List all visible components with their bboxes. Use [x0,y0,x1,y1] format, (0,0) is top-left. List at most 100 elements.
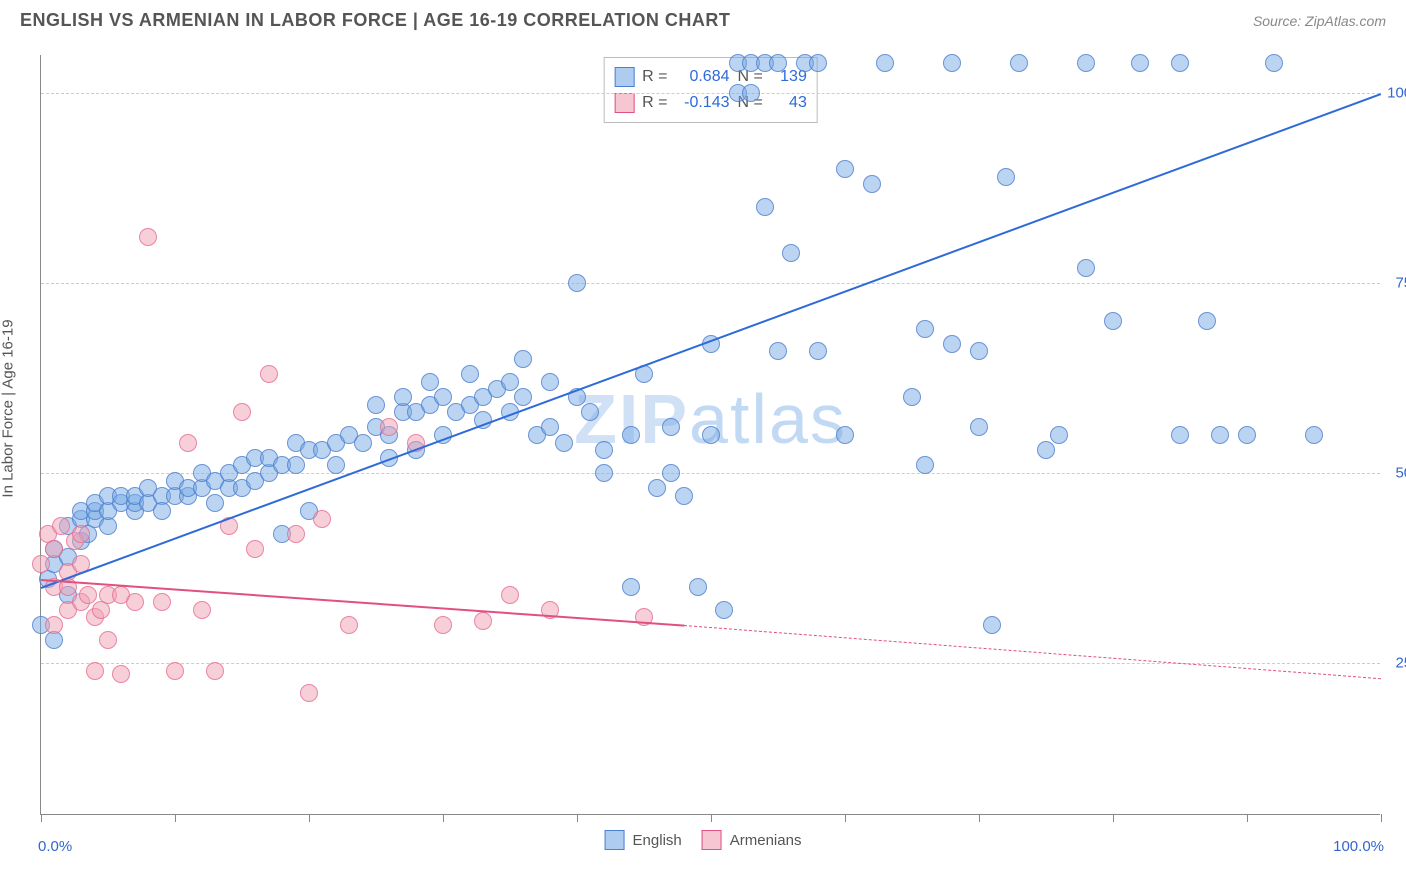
x-tick [1381,814,1382,822]
gridline [41,283,1380,284]
data-point-english [983,616,1001,634]
data-point-english [876,54,894,72]
data-point-english [421,373,439,391]
x-axis-max-label: 100.0% [1333,838,1384,855]
data-point-english [153,502,171,520]
data-point-armenians [434,616,452,634]
data-point-armenians [233,403,251,421]
legend-item-english: English [605,830,682,850]
chart-source: Source: ZipAtlas.com [1253,13,1386,29]
r-label: R = [642,64,667,90]
data-point-english [354,434,372,452]
data-point-armenians [112,665,130,683]
data-point-english [287,456,305,474]
legend-label-english: English [633,832,682,849]
data-point-armenians [72,525,90,543]
x-tick [1113,814,1114,822]
data-point-english [742,84,760,102]
data-point-english [1037,441,1055,459]
data-point-english [327,456,345,474]
data-point-armenians [45,616,63,634]
data-point-english [715,601,733,619]
legend-item-armenians: Armenians [702,830,802,850]
data-point-english [970,418,988,436]
y-tick-label: 25.0% [1395,655,1406,672]
x-tick [845,814,846,822]
data-point-armenians [99,631,117,649]
data-point-armenians [179,434,197,452]
data-point-english [1077,259,1095,277]
data-point-english [756,198,774,216]
data-point-armenians [52,517,70,535]
data-point-armenians [193,601,211,619]
data-point-armenians [300,684,318,702]
data-point-armenians [79,586,97,604]
data-point-english [1198,312,1216,330]
data-point-english [689,578,707,596]
r-value-english: 0.684 [676,64,730,90]
data-point-english [1238,426,1256,444]
data-point-english [568,274,586,292]
data-point-english [1211,426,1229,444]
chart-plot-area: ZIPatlas R = 0.684 N = 139 R = -0.143 N … [40,55,1380,815]
data-point-armenians [45,540,63,558]
data-point-english [1171,54,1189,72]
y-axis-label: In Labor Force | Age 16-19 [0,319,17,497]
data-point-armenians [139,228,157,246]
data-point-english [595,464,613,482]
data-point-english [903,388,921,406]
x-axis-min-label: 0.0% [38,838,72,855]
data-point-armenians [313,510,331,528]
data-point-english [916,456,934,474]
data-point-english [769,342,787,360]
trend-line [41,93,1382,589]
data-point-english [943,54,961,72]
data-point-english [206,494,224,512]
x-tick [1247,814,1248,822]
data-point-english [394,388,412,406]
data-point-english [622,578,640,596]
data-point-english [555,434,573,452]
data-point-english [1131,54,1149,72]
legend-label-armenians: Armenians [730,832,802,849]
data-point-armenians [32,555,50,573]
data-point-english [836,160,854,178]
data-point-english [367,396,385,414]
data-point-english [1010,54,1028,72]
swatch-armenians-icon [614,93,634,113]
data-point-armenians [380,418,398,436]
data-point-english [1077,54,1095,72]
data-point-armenians [86,662,104,680]
watermark: ZIPatlas [574,379,847,459]
x-tick [711,814,712,822]
data-point-english [997,168,1015,186]
data-point-armenians [260,365,278,383]
data-point-english [782,244,800,262]
data-point-armenians [206,662,224,680]
data-point-english [836,426,854,444]
chart-title: ENGLISH VS ARMENIAN IN LABOR FORCE | AGE… [20,10,730,31]
data-point-english [769,54,787,72]
x-tick [175,814,176,822]
y-tick-label: 100.0% [1387,85,1406,102]
y-tick-label: 75.0% [1395,275,1406,292]
data-point-english [501,373,519,391]
swatch-english-icon [605,830,625,850]
swatch-armenians-icon [702,830,722,850]
data-point-english [1171,426,1189,444]
data-point-english [648,479,666,497]
data-point-english [461,365,479,383]
gridline [41,93,1380,94]
data-point-english [622,426,640,444]
data-point-armenians [126,593,144,611]
data-point-english [809,54,827,72]
x-tick [443,814,444,822]
data-point-english [434,388,452,406]
data-point-armenians [246,540,264,558]
data-point-armenians [340,616,358,634]
data-point-english [541,418,559,436]
data-point-english [702,426,720,444]
data-point-english [662,464,680,482]
data-point-english [595,441,613,459]
data-point-armenians [153,593,171,611]
